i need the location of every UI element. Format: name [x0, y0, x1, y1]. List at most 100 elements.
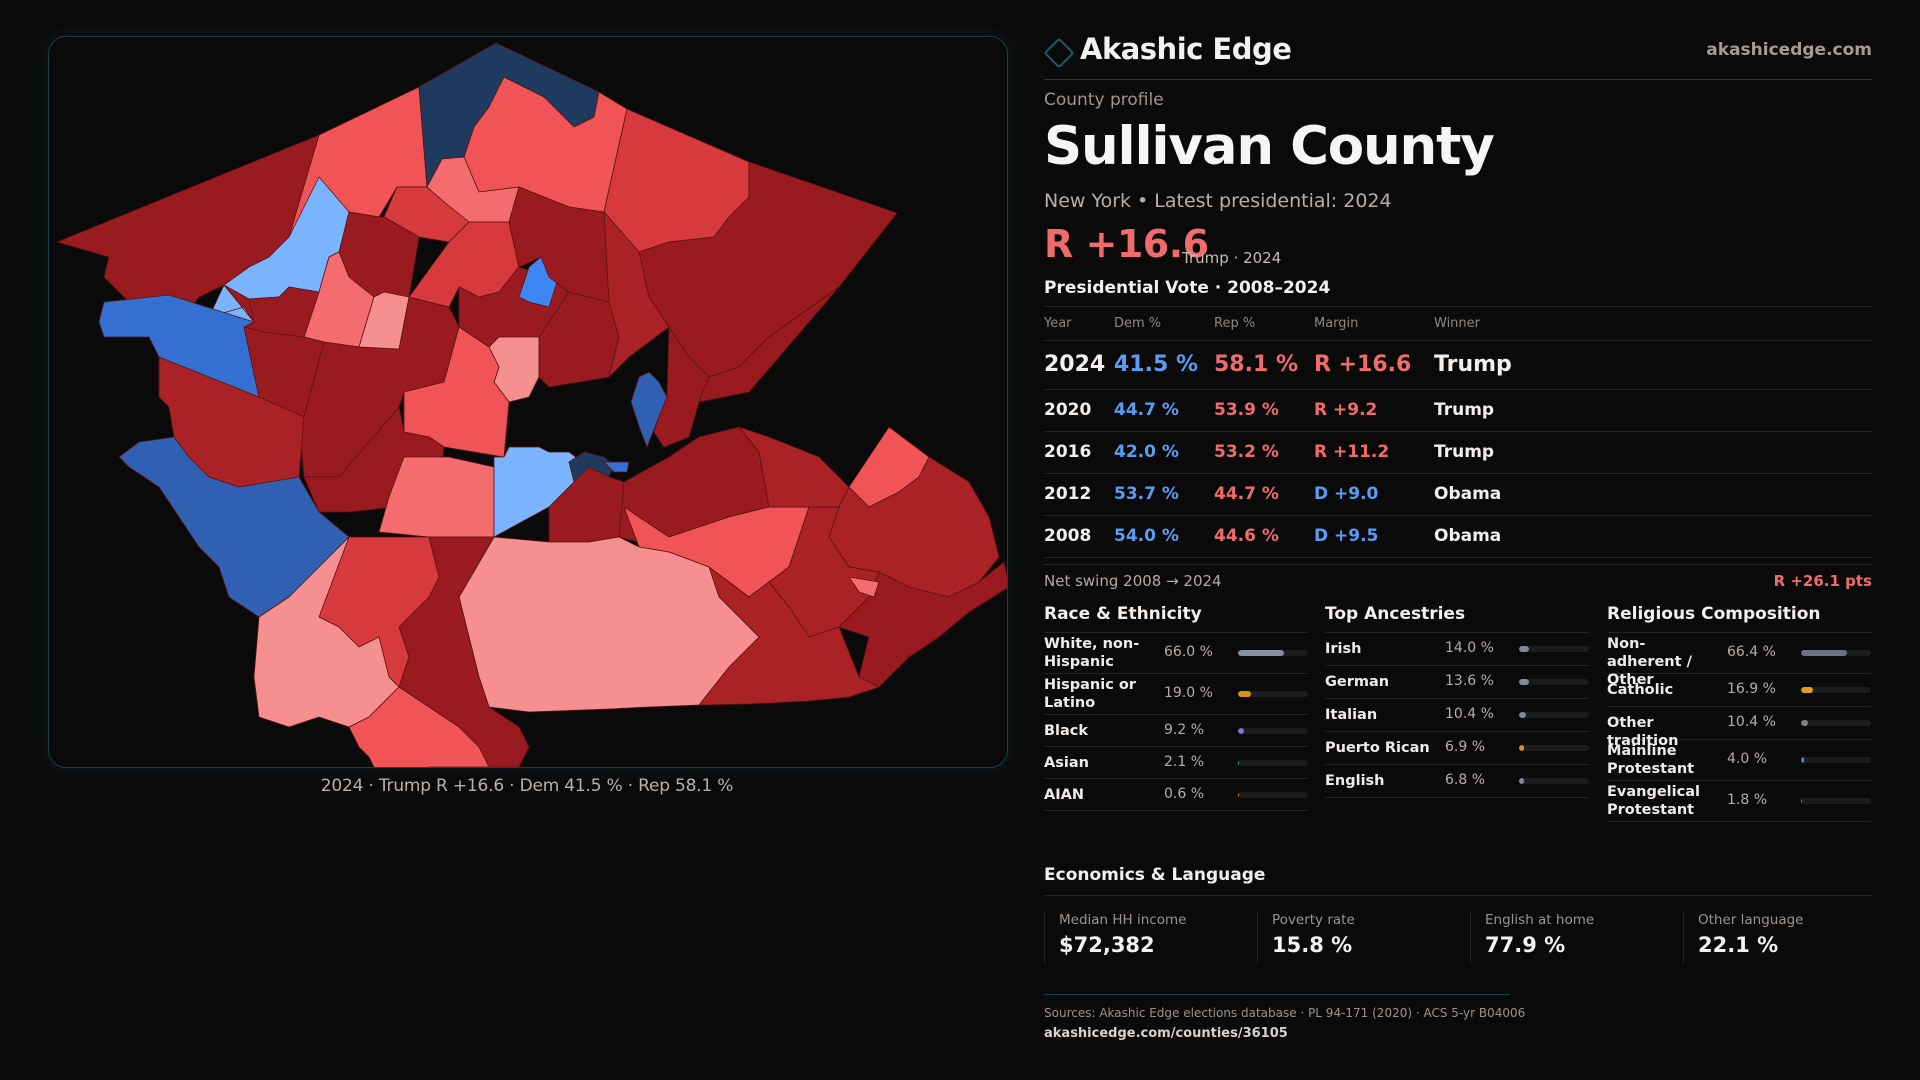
share-bar — [1519, 646, 1589, 652]
table-row: 2008 54.0 % 44.6 % D +9.5 Obama — [1044, 516, 1872, 558]
share-bar-fill — [1801, 720, 1809, 726]
precinct-shape[interactable] — [848, 576, 880, 598]
stat-value: 15.8 % — [1272, 933, 1353, 957]
demographic-row: Catholic 16.9 % — [1607, 674, 1871, 707]
headline-margin: R +16.6 — [1044, 222, 1209, 266]
share-bar — [1519, 712, 1589, 718]
precinct-shape[interactable] — [358, 291, 410, 350]
footer-url-link[interactable]: akashicedge.com/counties/36105 — [1044, 1026, 1288, 1041]
row-value: 0.6 % — [1164, 785, 1205, 802]
demographic-row: Non-adherent / Other 66.4 % — [1607, 633, 1871, 688]
row-value: 19.0 % — [1164, 685, 1213, 701]
row-label: Black — [1044, 723, 1089, 739]
headline-winner-year: Trump · 2024 — [1182, 249, 1282, 267]
share-bar — [1238, 650, 1308, 656]
row-margin: D +9.5 — [1314, 526, 1379, 546]
stat-poverty-rate: Poverty rate 15.8 % — [1257, 912, 1447, 964]
row-year: 2012 — [1044, 484, 1092, 504]
precinct-shape[interactable] — [603, 211, 670, 378]
share-bar — [1801, 757, 1871, 763]
table-row: 2012 53.7 % 44.7 % D +9.0 Obama — [1044, 474, 1872, 516]
stat-label: Median HH income — [1059, 912, 1187, 928]
demographic-row: White, non-Hispanic 66.0 % — [1044, 633, 1308, 674]
precinct-shape[interactable] — [653, 326, 710, 448]
share-bar-fill — [1238, 759, 1240, 766]
precinct-map-panel[interactable] — [48, 36, 1008, 768]
stat-english-at-home: English at home 77.9 % — [1470, 912, 1660, 964]
share-bar-fill — [1519, 679, 1529, 685]
brand-header: Akashic Edge akashicedge.com — [1043, 32, 1872, 72]
row-margin: D +9.0 — [1314, 484, 1379, 504]
economics-stats: Median HH income $72,382 Poverty rate 15… — [1044, 912, 1872, 964]
precinct-shape[interactable] — [253, 536, 400, 728]
share-bar-fill — [1801, 757, 1804, 763]
precinct-shape[interactable] — [603, 461, 630, 473]
row-dem-pct: 54.0 % — [1114, 526, 1179, 546]
share-bar — [1801, 798, 1871, 804]
brand-name[interactable]: Akashic Edge — [1080, 32, 1292, 66]
row-value: 6.9 % — [1445, 739, 1486, 755]
row-label: AIAN — [1044, 787, 1084, 803]
table-row: 2024 41.5 % 58.1 % R +16.6 Trump — [1044, 341, 1872, 390]
row-rep-pct: 53.2 % — [1214, 442, 1279, 462]
header-margin: Margin — [1314, 316, 1359, 331]
presidential-vote-table: Year Dem % Rep % Margin Winner 2024 41.5… — [1044, 306, 1872, 558]
page-subtitle: New York • Latest presidential: 2024 — [1044, 190, 1392, 212]
top-ancestries-title: Top Ancestries — [1325, 602, 1589, 633]
net-swing-value: R +26.1 pts — [1773, 572, 1872, 590]
row-label: Puerto Rican — [1325, 740, 1430, 756]
precinct-shape[interactable] — [838, 561, 1007, 688]
share-bar — [1238, 759, 1308, 766]
row-rep-pct: 44.7 % — [1214, 484, 1279, 504]
row-winner: Trump — [1434, 442, 1495, 462]
share-bar-fill — [1801, 650, 1848, 656]
row-rep-pct: 44.6 % — [1214, 526, 1279, 546]
row-rep-pct: 58.1 % — [1214, 352, 1298, 377]
row-label: Catholic — [1607, 682, 1674, 698]
precinct-map[interactable] — [49, 37, 1007, 767]
net-swing-row: Net swing 2008 → 2024 R +26.1 pts — [1044, 572, 1872, 590]
share-bar-fill — [1238, 691, 1252, 697]
demographic-row: Mainline Protestant 4.0 % — [1607, 740, 1871, 781]
top-ancestries-section: Top Ancestries Irish 14.0 % German 13.6 % It… — [1325, 602, 1589, 798]
page-eyebrow: County profile — [1044, 90, 1164, 110]
footer-sources: Sources: Akashic Edge elections database… — [1044, 1006, 1526, 1020]
demographic-row: Puerto Rican 6.9 % — [1325, 732, 1589, 765]
row-label: German — [1325, 674, 1390, 690]
precinct-shape[interactable] — [348, 686, 490, 767]
header-dem: Dem % — [1114, 316, 1162, 331]
stat-label: Other language — [1698, 912, 1804, 928]
share-bar-fill — [1801, 687, 1813, 693]
demographic-row: Italian 10.4 % — [1325, 699, 1589, 732]
row-winner: Obama — [1434, 484, 1502, 504]
religious-composition-title: Religious Composition — [1607, 602, 1871, 633]
row-rep-pct: 53.9 % — [1214, 400, 1279, 420]
row-label: Asian — [1044, 755, 1089, 771]
share-bar — [1238, 691, 1308, 697]
demographic-row: Other tradition 10.4 % — [1607, 707, 1871, 749]
row-label: White, non-Hispanic — [1044, 636, 1140, 670]
row-label: Non-adherent / Other — [1607, 636, 1692, 688]
row-winner: Trump — [1434, 352, 1512, 377]
share-bar — [1801, 650, 1871, 656]
row-year: 2024 — [1044, 352, 1106, 377]
row-value: 9.2 % — [1164, 721, 1205, 738]
row-value: 66.0 % — [1164, 644, 1213, 660]
share-bar-fill — [1801, 798, 1803, 804]
stat-other-language: Other language 22.1 % — [1683, 912, 1873, 964]
presidential-vote-title: Presidential Vote · 2008–2024 — [1044, 278, 1331, 298]
race-ethnicity-title: Race & Ethnicity — [1044, 602, 1308, 633]
diamond-logo-icon — [1043, 37, 1075, 69]
share-bar-fill — [1519, 745, 1524, 751]
stat-value: 22.1 % — [1698, 933, 1779, 957]
header-winner: Winner — [1434, 316, 1481, 331]
stat-median-income: Median HH income $72,382 — [1044, 912, 1234, 964]
share-bar-fill — [1519, 712, 1527, 718]
precinct-shape[interactable] — [493, 446, 590, 538]
row-dem-pct: 44.7 % — [1114, 400, 1179, 420]
footer-divider — [1044, 994, 1510, 995]
share-bar-fill — [1238, 791, 1240, 798]
row-value: 66.4 % — [1727, 644, 1776, 660]
brand-url-link[interactable]: akashicedge.com — [1706, 40, 1872, 60]
demographic-row: Hispanic or Latino 19.0 % — [1044, 674, 1308, 715]
